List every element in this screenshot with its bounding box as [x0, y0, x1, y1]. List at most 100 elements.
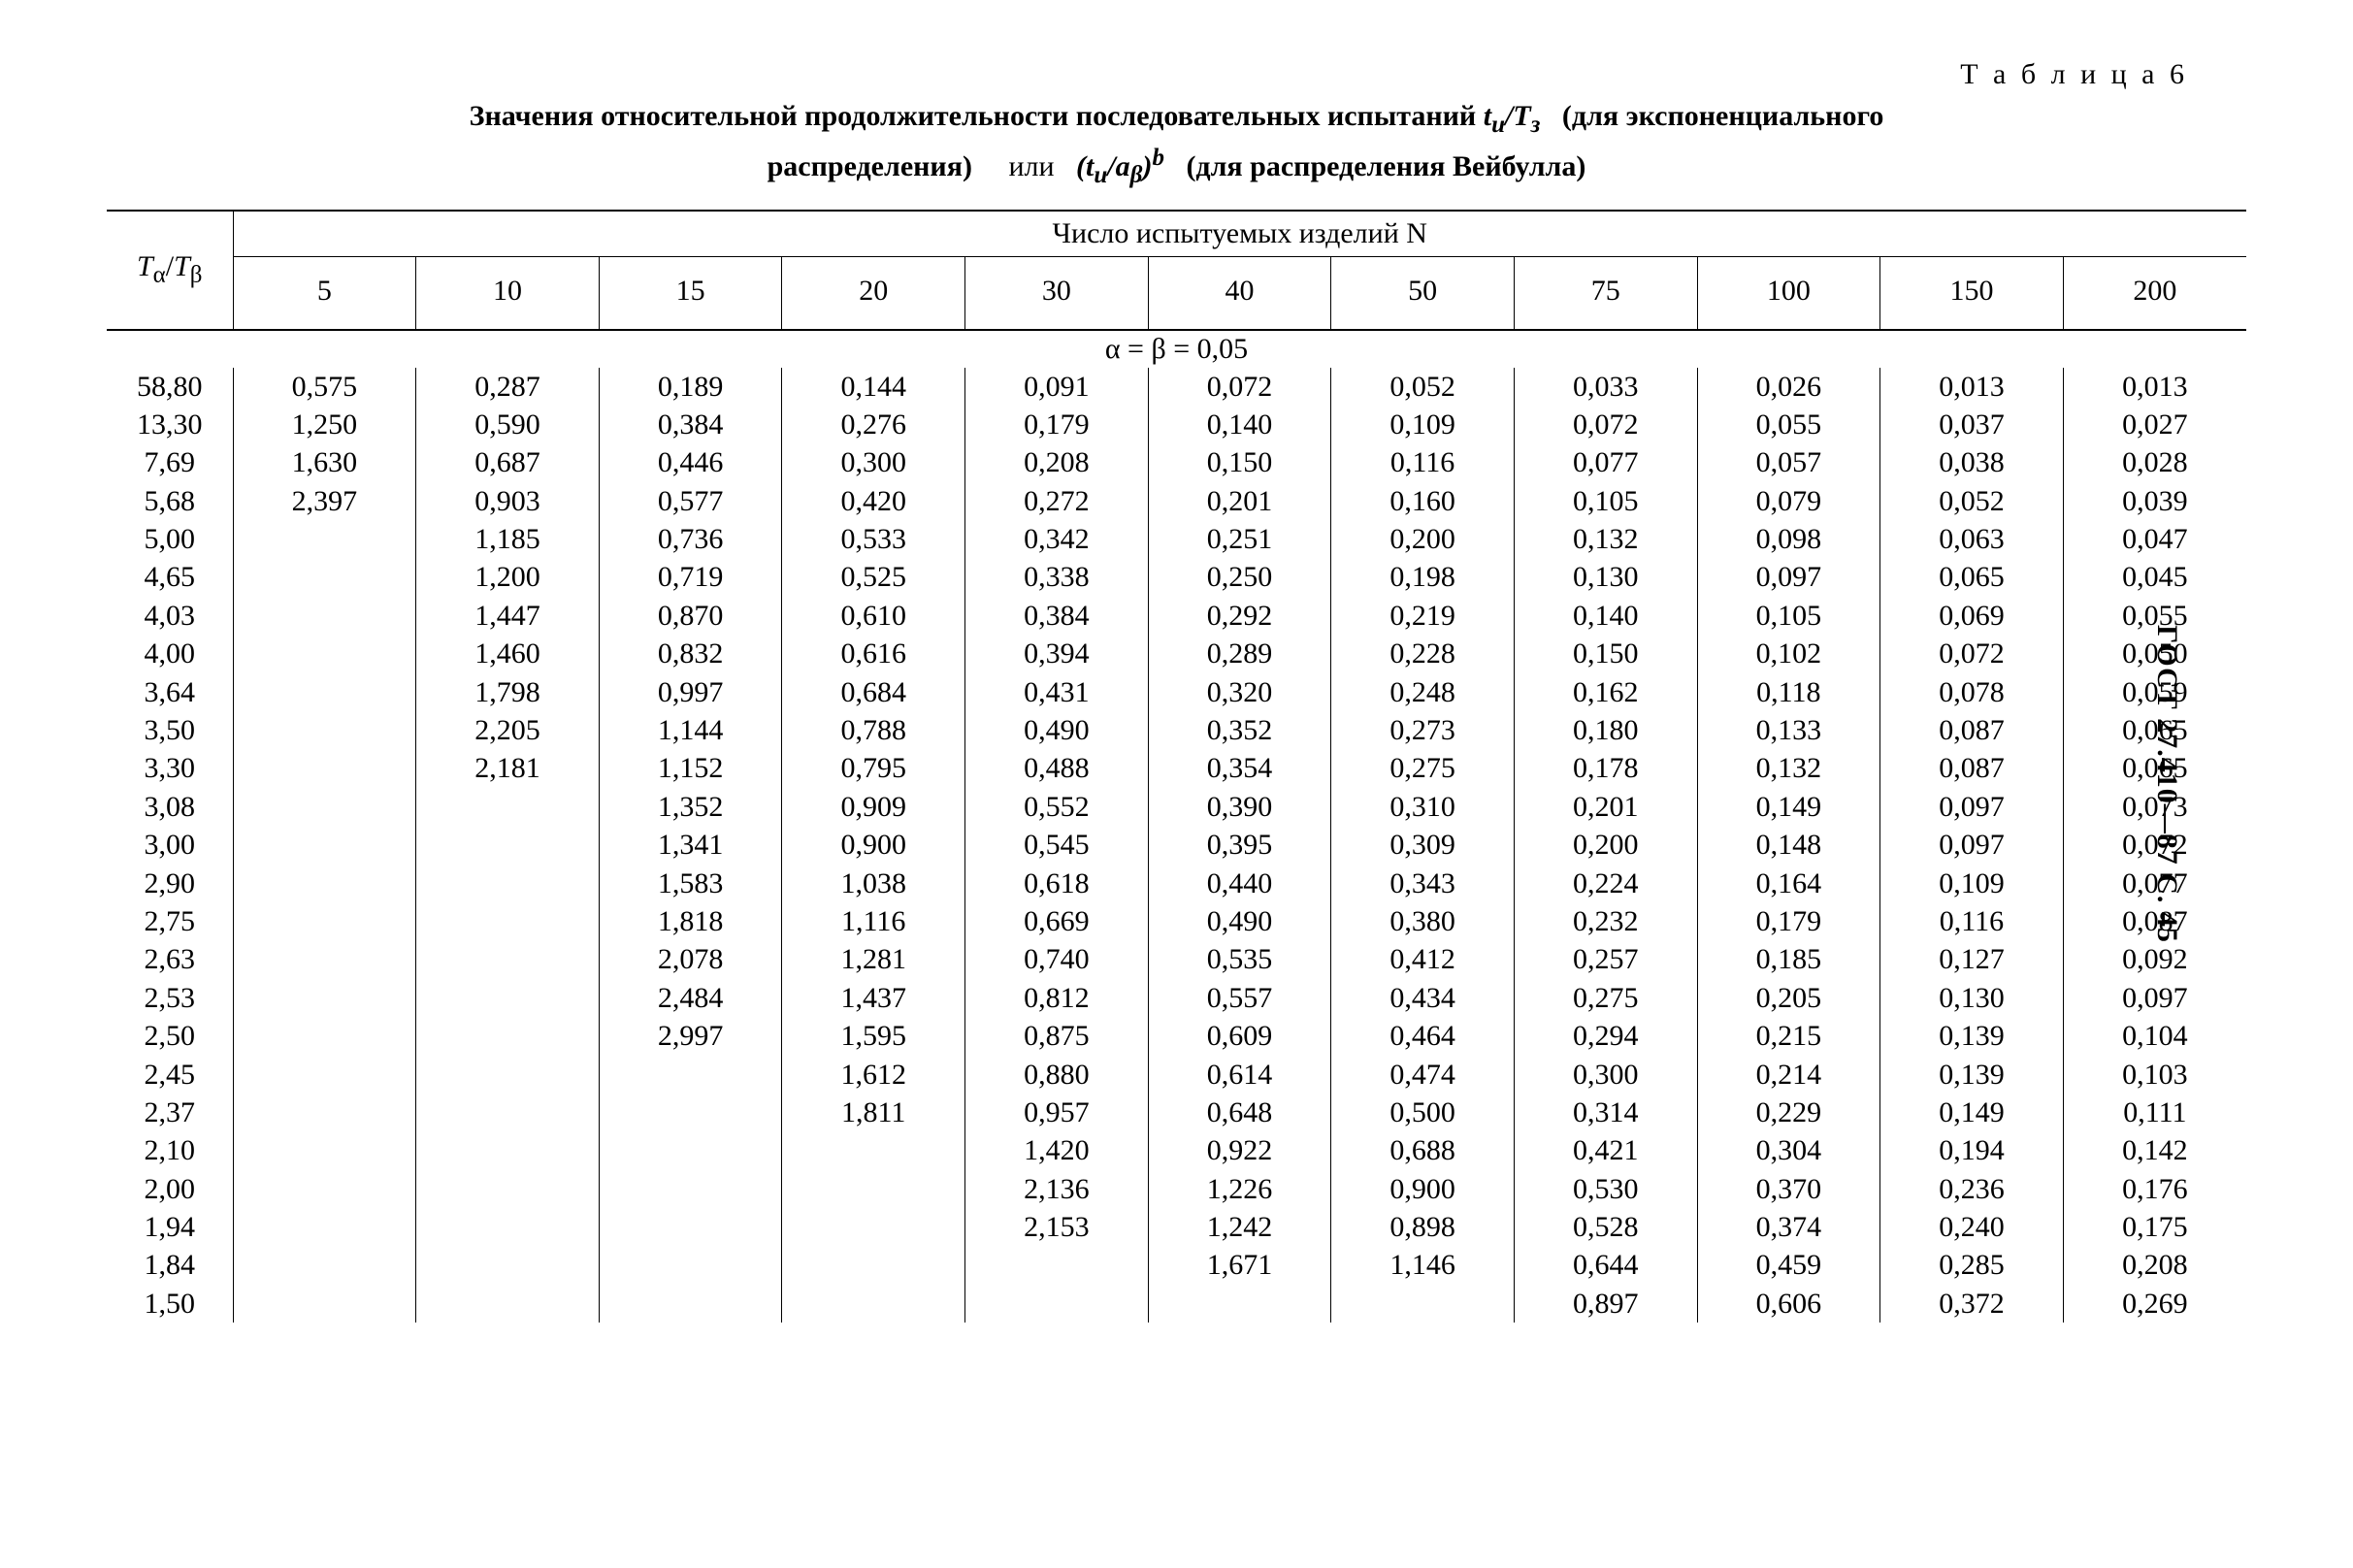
value-cell: 0,013	[2063, 368, 2246, 406]
value-cell	[233, 1056, 416, 1094]
value-cell: 0,275	[1331, 749, 1515, 787]
value-cell: 0,903	[416, 482, 600, 520]
value-cell: 1,352	[599, 788, 782, 826]
value-cell: 0,144	[782, 368, 965, 406]
value-cell	[416, 1246, 600, 1284]
value-cell: 0,198	[1331, 558, 1515, 596]
value-cell: 2,153	[965, 1208, 1149, 1246]
value-cell: 0,105	[1697, 597, 1880, 635]
value-cell: 0,314	[1514, 1094, 1697, 1131]
value-cell: 0,957	[965, 1094, 1149, 1131]
value-cell: 0,047	[2063, 520, 2246, 558]
value-cell: 0,098	[1697, 520, 1880, 558]
ratio-cell: 3,64	[107, 673, 233, 711]
value-cell: 0,250	[1148, 558, 1331, 596]
caption-line2-b: или	[1008, 150, 1054, 182]
value-cell: 2,136	[965, 1170, 1149, 1208]
value-cell: 0,251	[1148, 520, 1331, 558]
column-header: 20	[782, 256, 965, 330]
value-cell	[233, 1094, 416, 1131]
section-row: α = β = 0,05	[107, 330, 2246, 368]
value-cell	[599, 1131, 782, 1169]
value-cell: 0,644	[1514, 1246, 1697, 1284]
value-cell: 0,118	[1697, 673, 1880, 711]
value-cell	[782, 1246, 965, 1284]
value-cell: 0,130	[1514, 558, 1697, 596]
ratio-cell: 3,08	[107, 788, 233, 826]
value-cell: 0,162	[1514, 673, 1697, 711]
value-cell: 0,111	[2063, 1094, 2246, 1131]
value-cell: 0,552	[965, 788, 1149, 826]
value-cell: 0,194	[1880, 1131, 2064, 1169]
value-cell: 0,038	[1880, 443, 2064, 481]
value-cell	[965, 1285, 1149, 1323]
value-cell: 0,897	[1514, 1285, 1697, 1323]
value-cell: 0,097	[2063, 979, 2246, 1017]
value-cell	[233, 749, 416, 787]
ratio-cell: 2,75	[107, 902, 233, 940]
column-header: 5	[233, 256, 416, 330]
value-cell: 1,144	[599, 711, 782, 749]
value-cell: 0,545	[965, 826, 1149, 864]
value-cell: 0,577	[599, 482, 782, 520]
row-header-ratio: Tα/Tβ	[107, 211, 233, 330]
value-cell: 0,880	[965, 1056, 1149, 1094]
value-cell: 0,440	[1148, 865, 1331, 902]
table-row: 5,001,1850,7360,5330,3420,2510,2000,1320…	[107, 520, 2246, 558]
value-cell: 0,257	[1514, 940, 1697, 978]
value-cell: 0,087	[1880, 749, 2064, 787]
value-cell	[416, 1208, 600, 1246]
ratio-cell: 2,45	[107, 1056, 233, 1094]
value-cell: 0,535	[1148, 940, 1331, 978]
value-cell: 0,395	[1148, 826, 1331, 864]
value-cell: 0,285	[1880, 1246, 2064, 1284]
value-cell: 0,240	[1880, 1208, 2064, 1246]
value-cell	[416, 1131, 600, 1169]
value-cell	[233, 940, 416, 978]
value-cell	[599, 1056, 782, 1094]
value-cell: 0,610	[782, 597, 965, 635]
table-row: 4,001,4600,8320,6160,3940,2890,2280,1500…	[107, 635, 2246, 672]
value-cell: 0,052	[1880, 482, 2064, 520]
value-cell: 0,304	[1697, 1131, 1880, 1169]
table-row: 3,502,2051,1440,7880,4900,3520,2730,1800…	[107, 711, 2246, 749]
value-cell: 1,671	[1148, 1246, 1331, 1284]
value-cell: 0,533	[782, 520, 965, 558]
table-row: 58,800,5750,2870,1890,1440,0910,0720,052…	[107, 368, 2246, 406]
value-cell: 0,292	[1148, 597, 1331, 635]
value-cell	[233, 1170, 416, 1208]
value-cell: 0,160	[1331, 482, 1515, 520]
table-row: 3,641,7980,9970,6840,4310,3200,2480,1620…	[107, 673, 2246, 711]
value-cell: 0,688	[1331, 1131, 1515, 1169]
value-cell: 0,609	[1148, 1017, 1331, 1055]
value-cell	[416, 1170, 600, 1208]
value-cell: 0,013	[1880, 368, 2064, 406]
value-cell: 0,072	[1880, 635, 2064, 672]
value-cell: 0,097	[1697, 558, 1880, 596]
column-header: 75	[1514, 256, 1697, 330]
column-header: 15	[599, 256, 782, 330]
column-header: 200	[2063, 256, 2246, 330]
value-cell: 0,072	[1148, 368, 1331, 406]
table-row: 1,841,6711,1460,6440,4590,2850,208	[107, 1246, 2246, 1284]
value-cell: 0,354	[1148, 749, 1331, 787]
ratio-cell: 2,90	[107, 865, 233, 902]
ratio-cell: 4,65	[107, 558, 233, 596]
value-cell: 0,287	[416, 368, 600, 406]
value-cell: 0,384	[599, 406, 782, 443]
table-row: 2,002,1361,2260,9000,5300,3700,2360,176	[107, 1170, 2246, 1208]
value-cell: 0,045	[2063, 558, 2246, 596]
value-cell: 0,300	[1514, 1056, 1697, 1094]
value-cell: 1,281	[782, 940, 965, 978]
column-header: 150	[1880, 256, 2064, 330]
value-cell: 0,684	[782, 673, 965, 711]
value-cell	[1331, 1285, 1515, 1323]
header-n-label: Число испытуемых изделий N	[233, 211, 2246, 257]
ratio-cell: 1,50	[107, 1285, 233, 1323]
value-cell: 0,832	[599, 635, 782, 672]
value-cell: 0,900	[1331, 1170, 1515, 1208]
value-cell: 0,997	[599, 673, 782, 711]
value-cell: 0,394	[965, 635, 1149, 672]
value-cell	[233, 1285, 416, 1323]
value-cell: 0,374	[1697, 1208, 1880, 1246]
